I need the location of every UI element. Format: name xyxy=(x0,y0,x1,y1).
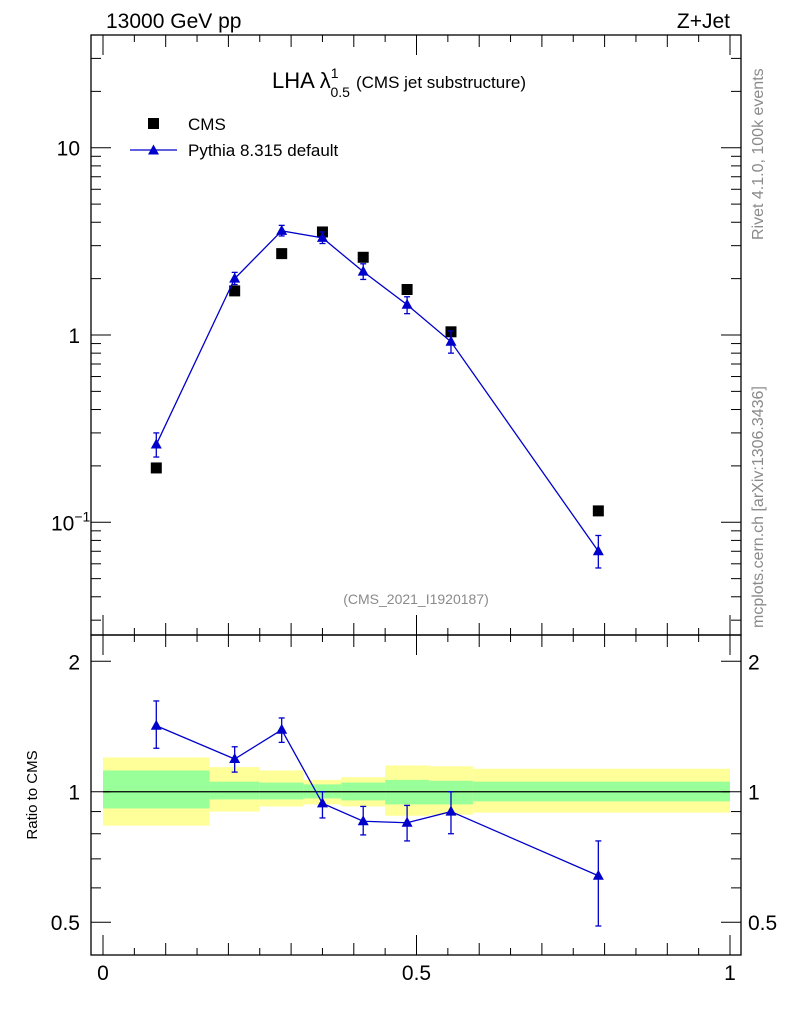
xtick-label-1: 0.5 xyxy=(402,962,431,985)
ratio-inner-band-1 xyxy=(209,781,260,800)
legend-pythia-marker xyxy=(148,144,159,155)
main-ytick-label-exp: −1 xyxy=(74,508,90,524)
cms-point-7 xyxy=(592,505,604,517)
ratio-ytick-label-right-0: 0.5 xyxy=(748,912,777,935)
ratio-ytick-label-left-2: 2 xyxy=(68,651,80,674)
ratio-ytick-label-left-1: 1 xyxy=(68,782,80,805)
legend: CMS Pythia 8.315 default xyxy=(130,115,339,160)
ratio-point-3 xyxy=(316,797,328,808)
ratio-point-4 xyxy=(357,815,369,826)
pythia-point-3 xyxy=(316,231,328,242)
pythia-point-6 xyxy=(445,335,457,346)
ratio-inner-band-0 xyxy=(103,770,210,809)
pythia-point-4 xyxy=(357,265,369,276)
ratio-point-1 xyxy=(229,753,241,764)
ratio-plot-data xyxy=(150,700,604,927)
pythia-point-5 xyxy=(401,298,413,309)
cms-point-1 xyxy=(229,285,241,297)
ratio-point-5 xyxy=(401,816,413,827)
pythia-point-7 xyxy=(592,545,604,556)
legend-cms-label: CMS xyxy=(188,115,226,134)
pythia-point-1 xyxy=(229,272,241,283)
ratio-y-axis-title: Ratio to CMS xyxy=(24,750,41,839)
pythia-point-2 xyxy=(276,224,288,235)
ratio-inner-band-2 xyxy=(259,782,304,800)
energy-label: 13000 GeV pp xyxy=(106,10,241,33)
main-title-text: LHA λ xyxy=(272,68,331,93)
cms-point-0 xyxy=(150,462,162,474)
ratio-ytick-label-left-0: 0.5 xyxy=(51,912,80,935)
main-title: LHA λ1 0.5 (CMS jet substructure) xyxy=(272,65,526,100)
main-title-sup: 1 xyxy=(331,65,339,81)
main-ytick-label-base: 10 xyxy=(51,512,74,535)
rivet-label: Rivet 4.1.0, 100k events xyxy=(750,68,767,240)
legend-pythia-label: Pythia 8.315 default xyxy=(188,141,339,160)
ratio-point-7 xyxy=(592,869,604,880)
ratio-point-6 xyxy=(445,805,457,816)
ratio-bands xyxy=(103,757,730,826)
main-ytick-label-1: 1 xyxy=(68,325,80,348)
main-subtitle: (CMS jet substructure) xyxy=(356,73,526,92)
ratio-point-0 xyxy=(150,719,162,730)
ratio-ytick-label-right-1: 1 xyxy=(748,782,760,805)
main-ytick-label-10: 10 xyxy=(57,138,80,161)
process-label: Z+Jet xyxy=(677,10,730,33)
analysis-watermark: (CMS_2021_I1920187) xyxy=(343,591,489,607)
xtick-label-2: 1 xyxy=(724,962,736,985)
main-ytick-label-0.1: 10−1 xyxy=(51,508,91,535)
cms-point-2 xyxy=(276,248,288,260)
pythia-point-0 xyxy=(150,438,162,449)
main-title-sub: 0.5 xyxy=(331,84,351,100)
mcplots-label: mcplots.cern.ch [arXiv:1306.3436] xyxy=(750,386,767,628)
cms-point-5 xyxy=(401,283,413,295)
ratio-ytick-label-right-2: 2 xyxy=(748,651,760,674)
cms-point-4 xyxy=(357,251,369,263)
legend-cms-marker xyxy=(148,118,159,129)
xtick-label-0: 0 xyxy=(97,962,109,985)
ratio-point-2 xyxy=(276,723,288,734)
ratio-line xyxy=(156,725,599,877)
main-plot-data xyxy=(150,224,604,569)
pythia-line xyxy=(155,230,599,552)
